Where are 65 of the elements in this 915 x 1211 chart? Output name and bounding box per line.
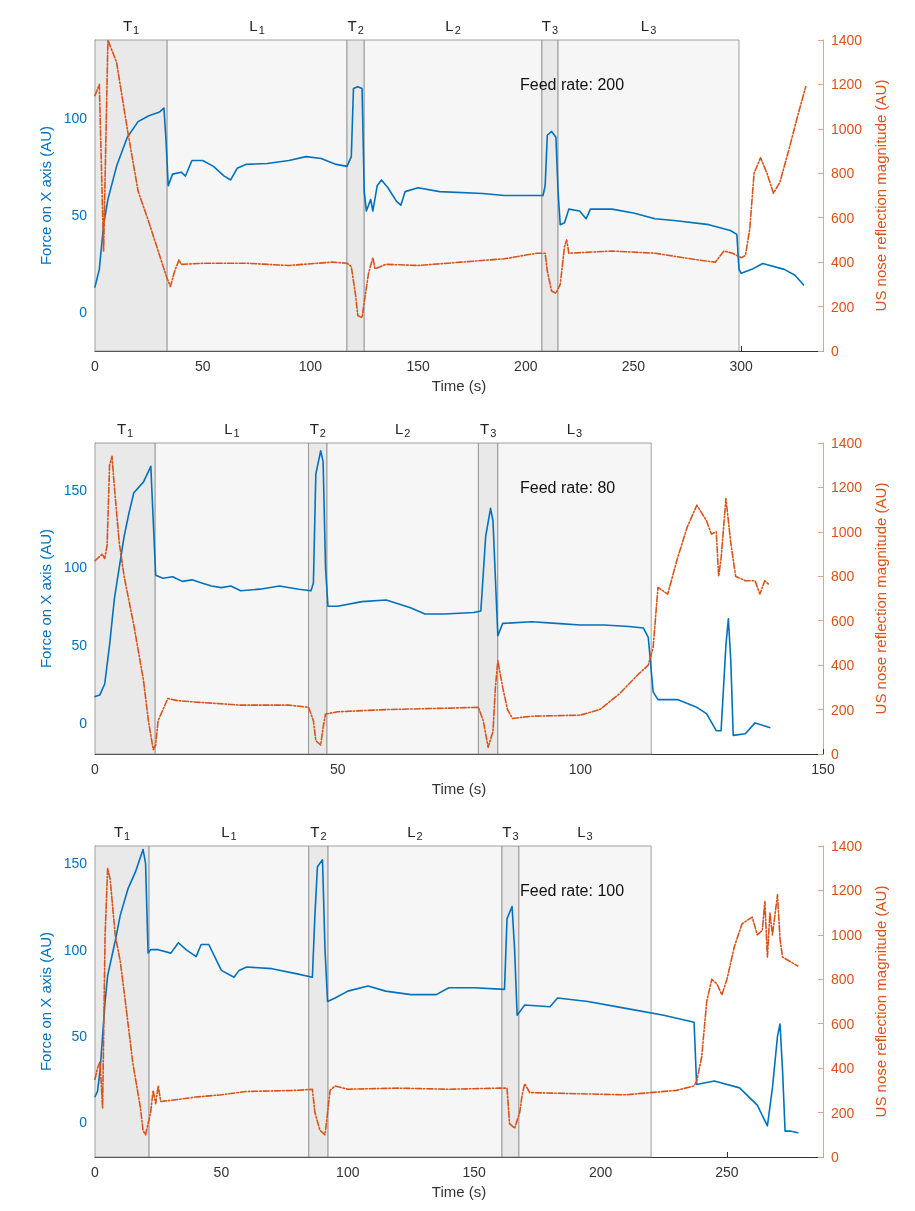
x-tick-label: 250 — [715, 1164, 739, 1180]
y-tick-label: 100 — [63, 941, 88, 958]
y-tick-label: 50 — [71, 206, 88, 223]
y-tick-label: 0 — [79, 304, 88, 321]
annotation: Feed rate: 200 — [520, 76, 625, 94]
annotation: Feed rate: 80 — [520, 479, 616, 497]
y2-tick-label: 600 — [831, 209, 855, 226]
y2-tick-label: 1000 — [831, 120, 863, 137]
y2-tick-label: 800 — [831, 568, 855, 585]
y2-tick-label: 600 — [831, 1015, 855, 1032]
y-tick-label: 50 — [71, 1028, 88, 1045]
y2-tick-label: 200 — [831, 298, 855, 315]
x-tick-label: 100 — [298, 358, 323, 374]
x-tick-label: 50 — [194, 358, 211, 374]
x-tick-label: 100 — [336, 1164, 360, 1180]
y2-axis-title: US nose reflection magnitude (AU) — [872, 79, 890, 312]
x-axis-title: Time (s) — [431, 376, 487, 394]
y2-tick-label: 200 — [831, 701, 855, 718]
x-tick-label: 200 — [514, 358, 538, 374]
y2-axis-title: US nose reflection magnitude (AU) — [872, 482, 890, 715]
y-tick-label: 100 — [63, 559, 88, 576]
x-tick-label: 150 — [406, 358, 430, 374]
y2-tick-label: 1000 — [831, 926, 863, 943]
x-tick-label: 0 — [91, 358, 100, 374]
y-axis-title: Force on X axis (AU) — [36, 528, 54, 669]
x-tick-label: 50 — [329, 761, 346, 777]
y2-tick-label: 1400 — [831, 32, 863, 48]
x-tick-label: 100 — [568, 761, 593, 777]
y2-tick-label: 1200 — [831, 76, 863, 93]
y2-axis-title: US nose reflection magnitude (AU) — [872, 885, 890, 1118]
y-tick-label: 100 — [63, 109, 88, 126]
y2-tick-label: 400 — [831, 657, 855, 674]
y-tick-label: 150 — [63, 855, 88, 872]
y2-tick-label: 800 — [831, 165, 855, 182]
y2-tick-label: 200 — [831, 1104, 855, 1121]
y2-tick-label: 0 — [831, 1149, 839, 1165]
y2-tick-label: 1400 — [831, 838, 863, 854]
y2-tick-label: 0 — [831, 746, 839, 762]
x-tick-label: 200 — [588, 1164, 613, 1180]
x-tick-label: 300 — [729, 358, 754, 374]
x-tick-label: 250 — [621, 358, 646, 374]
y2-tick-label: 0 — [831, 343, 839, 359]
x-tick-label: 150 — [811, 761, 835, 777]
line-series — [94, 39, 807, 319]
x-axis-title: Time (s) — [431, 779, 487, 797]
y-tick-label: 0 — [79, 1114, 88, 1131]
y2-tick-label: 600 — [831, 612, 855, 629]
x-tick-label: 50 — [213, 1164, 230, 1180]
y2-tick-label: 1400 — [831, 435, 863, 451]
x-tick-label: 150 — [462, 1164, 487, 1180]
y2-tick-label: 1200 — [831, 479, 863, 496]
y2-tick-label: 400 — [831, 1060, 855, 1077]
x-axis-title: Time (s) — [431, 1182, 487, 1200]
x-tick-label: 0 — [91, 761, 100, 777]
y2-tick-label: 1000 — [831, 523, 863, 540]
y-axis-title: Force on X axis (AU) — [36, 125, 54, 266]
y-tick-label: 150 — [63, 481, 88, 498]
y2-tick-label: 400 — [831, 254, 855, 271]
y2-tick-label: 1200 — [831, 882, 863, 899]
y-axis-title: Force on X axis (AU) — [36, 931, 54, 1072]
annotation: Feed rate: 100 — [520, 882, 625, 900]
x-tick-label: 0 — [91, 1164, 100, 1180]
y-tick-label: 50 — [71, 637, 88, 654]
y-tick-label: 0 — [79, 714, 88, 731]
y2-tick-label: 800 — [831, 971, 855, 988]
